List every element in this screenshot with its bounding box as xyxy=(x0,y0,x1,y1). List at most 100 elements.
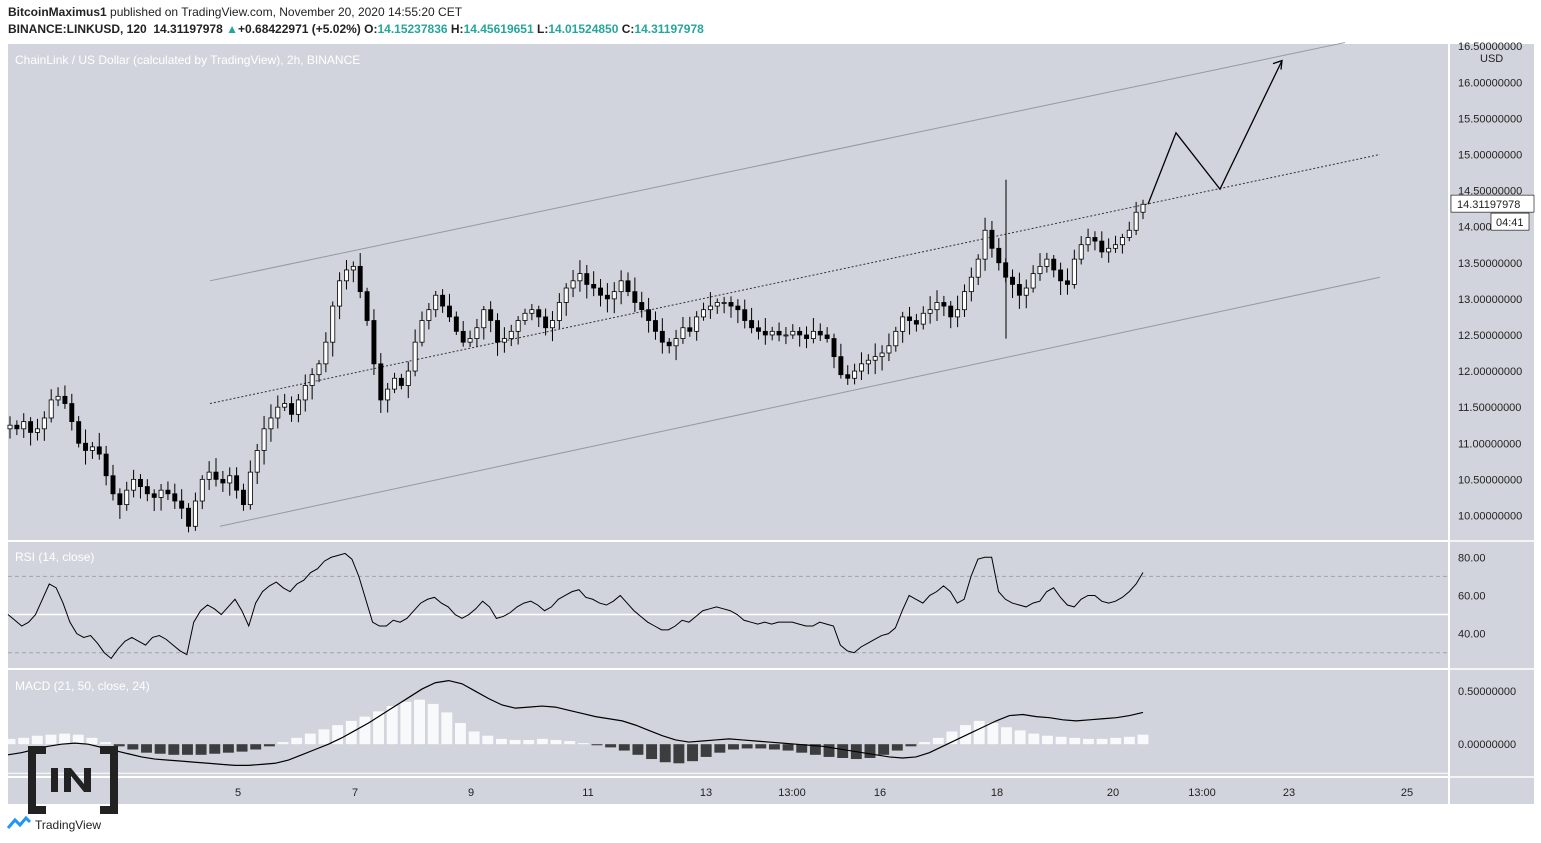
candle-body xyxy=(508,330,514,339)
candle-body xyxy=(96,446,102,455)
candle-body xyxy=(398,377,404,386)
rsi-line xyxy=(7,552,1144,660)
time-axis-labels: 5 7 9 11 13 13:00 16 18 20 13:00 23 25 xyxy=(235,787,1413,799)
macd-histogram-bar xyxy=(318,729,330,745)
candle-body xyxy=(426,309,432,321)
candle-body xyxy=(124,489,130,506)
tradingview-label: TradingView xyxy=(35,817,102,832)
projection-path[interactable] xyxy=(1147,59,1283,205)
candle-body xyxy=(996,247,1002,264)
candle-body xyxy=(810,330,816,339)
macd-histogram-bar xyxy=(72,734,84,745)
countdown-label: 04:41 xyxy=(1496,217,1524,229)
candle-body xyxy=(735,305,741,311)
candle-body xyxy=(900,316,906,332)
candle-body xyxy=(797,330,803,336)
macd-line xyxy=(7,679,1144,767)
candle-body xyxy=(776,330,782,336)
candle-body xyxy=(584,273,590,285)
candle-body xyxy=(1044,258,1050,267)
time-axis[interactable] xyxy=(8,778,1448,804)
candle-body xyxy=(186,507,191,527)
candle-body xyxy=(982,229,988,260)
macd-histogram-bar xyxy=(195,744,207,755)
macd-histogram-bar xyxy=(236,744,248,752)
candle-body xyxy=(131,478,137,491)
macd-histogram-bar xyxy=(1041,735,1053,745)
candle-body xyxy=(385,388,391,401)
macd-tick-label: 0.00000000 xyxy=(1458,739,1516,751)
candle-body xyxy=(309,374,315,386)
candle-body xyxy=(879,352,885,358)
candle-body xyxy=(261,428,267,451)
candle-body xyxy=(220,478,226,484)
candle-body xyxy=(927,309,933,314)
candle-body xyxy=(316,363,322,376)
macd-histogram-bar xyxy=(209,744,221,754)
candle-body xyxy=(522,312,528,321)
candle-body xyxy=(495,320,500,343)
macd-histogram-bar xyxy=(414,699,425,745)
candle-body xyxy=(838,356,844,376)
macd-histogram-bar xyxy=(796,744,808,753)
candle-body xyxy=(350,265,356,271)
symbol-name: BINANCE:LINKUSD, 120 xyxy=(8,22,147,36)
candle-body xyxy=(756,327,761,332)
macd-histogram-bar xyxy=(455,723,466,745)
macd-histogram-bar xyxy=(263,744,275,747)
candlestick-series xyxy=(7,179,1146,533)
parallel-channel[interactable] xyxy=(209,42,1381,527)
candle-body xyxy=(165,489,171,495)
candle-body xyxy=(1140,203,1146,213)
candle-body xyxy=(728,302,734,307)
macd-histogram-bar xyxy=(700,744,712,757)
candle-body xyxy=(48,399,54,419)
candle-body xyxy=(529,309,535,314)
candle-body xyxy=(405,370,411,386)
symbol-info: BINANCE:LINKUSD, 120 14.31197978 ▲+0.684… xyxy=(8,22,704,36)
macd-histogram-bar xyxy=(564,741,576,745)
price-pane-label: ChainLink / US Dollar (calculated by Tra… xyxy=(15,53,360,67)
candle-body xyxy=(337,280,343,307)
candle-body xyxy=(543,316,549,329)
candle-body xyxy=(357,265,363,293)
macd-histogram-bar xyxy=(495,738,507,745)
low-label: L: xyxy=(536,22,549,36)
candle-body xyxy=(1113,244,1118,249)
candle-body xyxy=(76,421,82,444)
macd-histogram-bar xyxy=(891,744,903,751)
candle-body xyxy=(481,309,487,329)
candle-body xyxy=(817,330,823,336)
candle-body xyxy=(653,320,658,332)
candle-body xyxy=(110,475,116,495)
price-axis[interactable] xyxy=(1450,44,1534,804)
macd-histogram-bar xyxy=(741,744,753,749)
macd-tick-label: 0.50000000 xyxy=(1458,686,1516,698)
macd-histogram-bar xyxy=(659,744,671,763)
candle-body xyxy=(687,327,693,332)
macd-histogram-bar xyxy=(113,744,125,747)
rsi-pane[interactable] xyxy=(8,542,1448,668)
macd-histogram-bar xyxy=(127,744,139,750)
macd-histogram-bar xyxy=(427,703,439,745)
candle-body xyxy=(89,446,95,451)
candle-body xyxy=(962,291,967,311)
macd-histogram-bar xyxy=(1137,734,1149,745)
candle-body xyxy=(1119,237,1125,246)
candle-body xyxy=(199,478,205,502)
rsi-tick-label: 80.00 xyxy=(1458,552,1486,564)
tradingview-brand[interactable]: TradingView xyxy=(6,815,102,833)
macd-histogram-bar xyxy=(823,744,835,757)
macd-histogram-bar xyxy=(864,744,876,758)
time-tick-label: 11 xyxy=(582,787,593,799)
macd-series xyxy=(4,679,1448,774)
macd-histogram-bar xyxy=(373,711,385,745)
rsi-tick-label: 40.00 xyxy=(1458,629,1486,641)
macd-pane[interactable] xyxy=(8,670,1448,776)
candle-body xyxy=(1016,284,1022,296)
candle-body xyxy=(419,320,425,343)
price-pane[interactable] xyxy=(8,44,1448,540)
price-tick-label: 12.50000000 xyxy=(1458,330,1522,342)
candle-body xyxy=(749,320,755,329)
